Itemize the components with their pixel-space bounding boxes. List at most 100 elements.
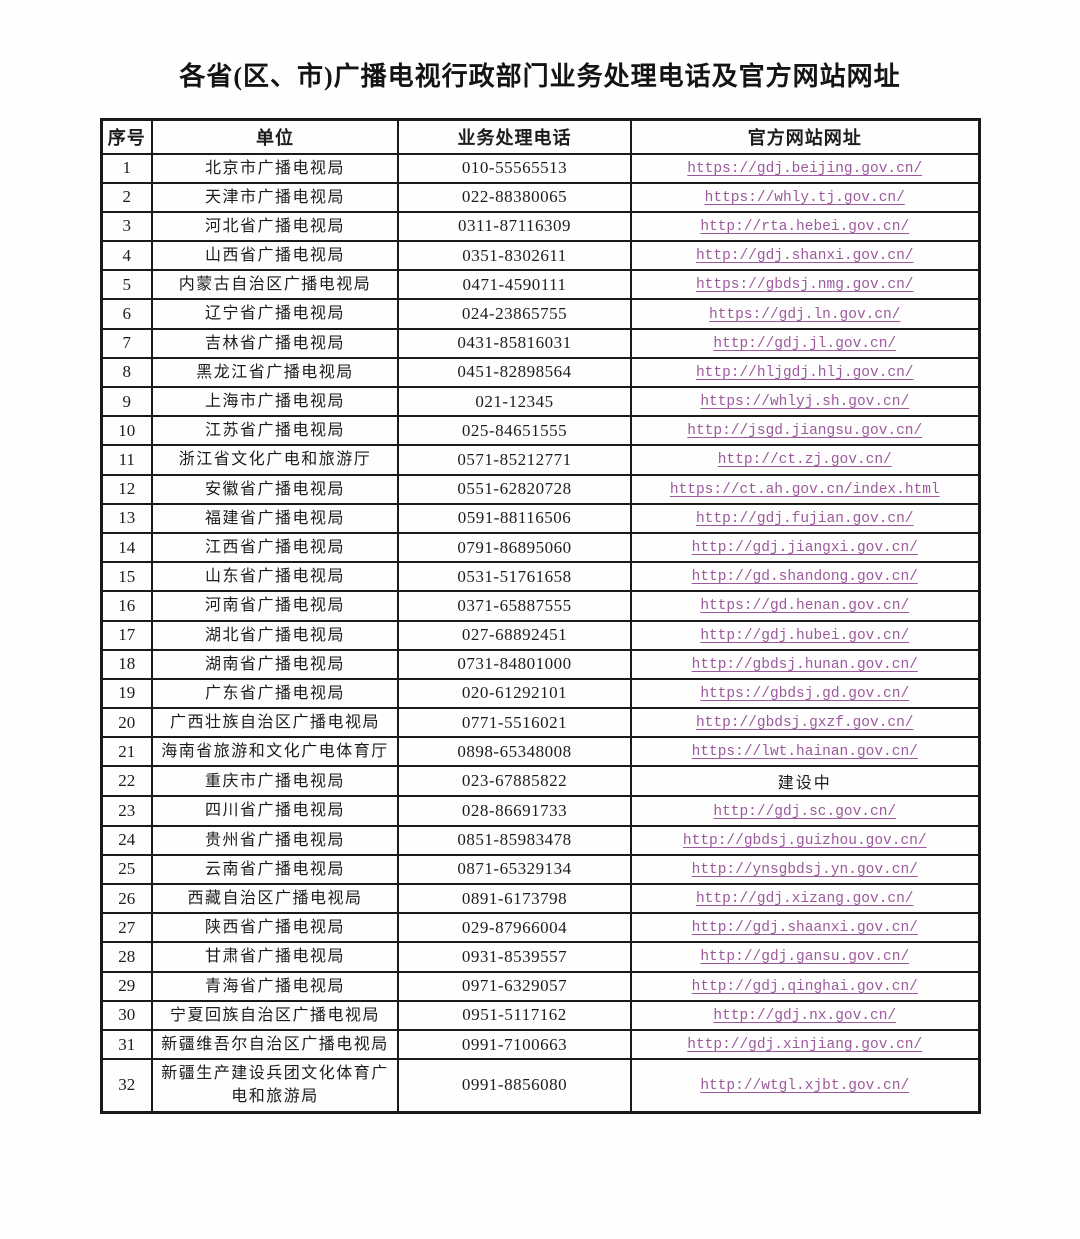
phone-number-cell: 024-23865755 [397, 298, 632, 330]
website-cell: https://gbdsj.nmg.gov.cn/ [630, 269, 980, 301]
website-link[interactable]: http://ct.zj.gov.cn/ [717, 452, 892, 469]
table-row: 6 辽宁省广播电视局 024-23865755 https://gdj.ln.gov.… [100, 298, 980, 330]
website-link[interactable]: http://rta.hebei.gov.cn/ [700, 218, 910, 235]
unit-name-cell: 吉林省广播电视局 [151, 327, 399, 359]
row-index-cell: 23 [100, 795, 153, 827]
table-row: 21 海南省旅游和文化广电体育厅 0898-65348008 https://lwt.… [100, 736, 980, 768]
table-row: 30 宁夏回族自治区广播电视局 0951-5117162 http://gdj.nx.… [100, 999, 980, 1031]
website-link[interactable]: http://hljgdj.hlj.gov.cn/ [695, 364, 914, 381]
website-link[interactable]: http://gbdsj.guizhou.gov.cn/ [682, 832, 927, 849]
unit-name-cell: 贵州省广播电视局 [151, 824, 399, 856]
website-link[interactable]: http://gdj.jiangxi.gov.cn/ [691, 540, 918, 557]
website-cell: https://ct.ah.gov.cn/index.html [630, 473, 980, 505]
website-link[interactable]: https://ct.ah.gov.cn/index.html [669, 481, 940, 498]
website-link[interactable]: http://gdj.jl.gov.cn/ [713, 335, 897, 352]
website-cell: 建设中 [630, 765, 980, 798]
website-link[interactable]: https://lwt.hainan.gov.cn/ [691, 744, 918, 761]
table-row: 18 湖南省广播电视局 0731-84801000 http://gbdsj.huna… [100, 648, 980, 680]
website-link[interactable]: https://whlyj.sh.gov.cn/ [700, 394, 910, 411]
row-index-cell: 15 [100, 561, 153, 593]
table-row: 2 天津市广播电视局 022-88380065 https://whly.tj.gov… [100, 181, 980, 213]
website-cell: http://rta.hebei.gov.cn/ [630, 210, 980, 243]
unit-name-cell: 安徽省广播电视局 [151, 473, 399, 505]
website-link[interactable]: http://wtgl.xjbt.gov.cn/ [700, 1077, 910, 1094]
table-row: 24 贵州省广播电视局 0851-85983478 http://gbdsj.guiz… [100, 824, 980, 856]
website-link[interactable]: http://gbdsj.hunan.gov.cn/ [691, 656, 918, 673]
row-index-cell: 21 [100, 736, 153, 768]
website-link[interactable]: http://gdj.sc.gov.cn/ [713, 803, 897, 820]
row-index-cell: 16 [100, 590, 153, 622]
unit-name-cell: 内蒙古自治区广播电视局 [151, 269, 399, 301]
table-row: 22 重庆市广播电视局 023-67885822 建设中 [100, 765, 980, 798]
unit-name-cell: 上海市广播电视局 [151, 385, 399, 418]
website-cell: http://ynsgbdsj.yn.gov.cn/ [630, 853, 980, 886]
website-link[interactable]: http://gdj.nx.gov.cn/ [713, 1007, 897, 1024]
website-link[interactable]: http://gbdsj.gxzf.gov.cn/ [695, 715, 914, 732]
column-header-phone: 业务处理电话 [397, 118, 632, 155]
phone-number-cell: 0551-62820728 [397, 473, 632, 505]
website-link[interactable]: https://gdj.beijing.gov.cn/ [687, 160, 923, 177]
website-link[interactable]: http://gdj.fujian.gov.cn/ [695, 510, 914, 527]
website-link[interactable]: http://gdj.hubei.gov.cn/ [700, 627, 910, 644]
website-cell: https://gdj.beijing.gov.cn/ [630, 152, 980, 184]
table-row: 29 青海省广播电视局 0971-6329057 http://gdj.qinghai… [100, 970, 980, 1002]
unit-name-cell: 湖南省广播电视局 [151, 648, 399, 680]
table-row: 15 山东省广播电视局 0531-51761658 http://gd.shandon… [100, 561, 980, 593]
website-cell: http://gdj.gansu.gov.cn/ [630, 941, 980, 973]
row-index-cell: 29 [100, 970, 153, 1002]
website-cell: http://ct.zj.gov.cn/ [630, 444, 980, 476]
row-index-cell: 32 [100, 1058, 153, 1113]
website-link[interactable]: http://gdj.xizang.gov.cn/ [695, 891, 914, 908]
unit-name-cell: 河北省广播电视局 [151, 210, 399, 243]
unit-name-cell: 云南省广播电视局 [151, 853, 399, 886]
phone-number-cell: 0451-82898564 [397, 356, 632, 389]
website-cell: http://gdj.xinjiang.gov.cn/ [630, 1028, 980, 1061]
phone-number-cell: 028-86691733 [397, 795, 632, 827]
row-index-cell: 8 [100, 356, 153, 389]
row-index-cell: 27 [100, 912, 153, 944]
website-cell: http://jsgd.jiangsu.gov.cn/ [630, 415, 980, 447]
unit-name-cell: 河南省广播电视局 [151, 590, 399, 622]
website-cell: https://whly.tj.gov.cn/ [630, 181, 980, 213]
phone-number-cell: 027-68892451 [397, 619, 632, 651]
table-row: 8 黑龙江省广播电视局 0451-82898564 http://hljgdj.hlj… [100, 356, 980, 389]
phone-number-cell: 0351-8302611 [397, 240, 632, 272]
website-link[interactable]: http://ynsgbdsj.yn.gov.cn/ [691, 861, 918, 878]
row-index-cell: 9 [100, 385, 153, 418]
row-index-cell: 10 [100, 415, 153, 447]
row-index-cell: 13 [100, 502, 153, 534]
website-cell: http://gdj.qinghai.gov.cn/ [630, 970, 980, 1002]
unit-name-cell: 新疆生产建设兵团文化体育广电和旅游局 [151, 1058, 399, 1113]
row-index-cell: 22 [100, 765, 153, 798]
phone-number-cell: 023-67885822 [397, 765, 632, 798]
unit-name-cell: 重庆市广播电视局 [151, 765, 399, 798]
website-link[interactable]: http://gdj.shaanxi.gov.cn/ [691, 920, 918, 937]
row-index-cell: 12 [100, 473, 153, 505]
website-link[interactable]: http://gdj.qinghai.gov.cn/ [691, 978, 918, 995]
website-link[interactable]: http://gdj.gansu.gov.cn/ [700, 949, 910, 966]
website-link[interactable]: https://gbdsj.gd.gov.cn/ [700, 685, 910, 702]
row-index-cell: 2 [100, 181, 153, 213]
phone-number-cell: 0531-51761658 [397, 561, 632, 593]
website-link[interactable]: https://gbdsj.nmg.gov.cn/ [695, 277, 914, 294]
website-link[interactable]: https://whly.tj.gov.cn/ [704, 189, 905, 206]
website-cell: http://gbdsj.guizhou.gov.cn/ [630, 824, 980, 856]
column-header-unit: 单位 [151, 118, 399, 155]
table-row: 4 山西省广播电视局 0351-8302611 http://gdj.shanxi.g… [100, 240, 980, 272]
unit-name-cell: 陕西省广播电视局 [151, 912, 399, 944]
phone-number-cell: 0898-65348008 [397, 736, 632, 768]
unit-name-cell: 福建省广播电视局 [151, 502, 399, 534]
website-link[interactable]: http://gd.shandong.gov.cn/ [691, 569, 918, 586]
website-link[interactable]: http://jsgd.jiangsu.gov.cn/ [687, 423, 923, 440]
phone-number-cell: 0991-8856080 [397, 1058, 632, 1113]
row-index-cell: 5 [100, 269, 153, 301]
website-link[interactable]: http://gdj.xinjiang.gov.cn/ [687, 1037, 923, 1054]
website-link[interactable]: https://gdj.ln.gov.cn/ [709, 306, 901, 323]
row-index-cell: 18 [100, 648, 153, 680]
website-cell: http://gdj.nx.gov.cn/ [630, 999, 980, 1031]
website-link[interactable]: http://gdj.shanxi.gov.cn/ [695, 248, 914, 265]
website-link[interactable]: https://gd.henan.gov.cn/ [700, 598, 910, 615]
phone-number-cell: 010-55565513 [397, 152, 632, 184]
column-header-index: 序号 [100, 118, 153, 155]
unit-name-cell: 天津市广播电视局 [151, 181, 399, 213]
